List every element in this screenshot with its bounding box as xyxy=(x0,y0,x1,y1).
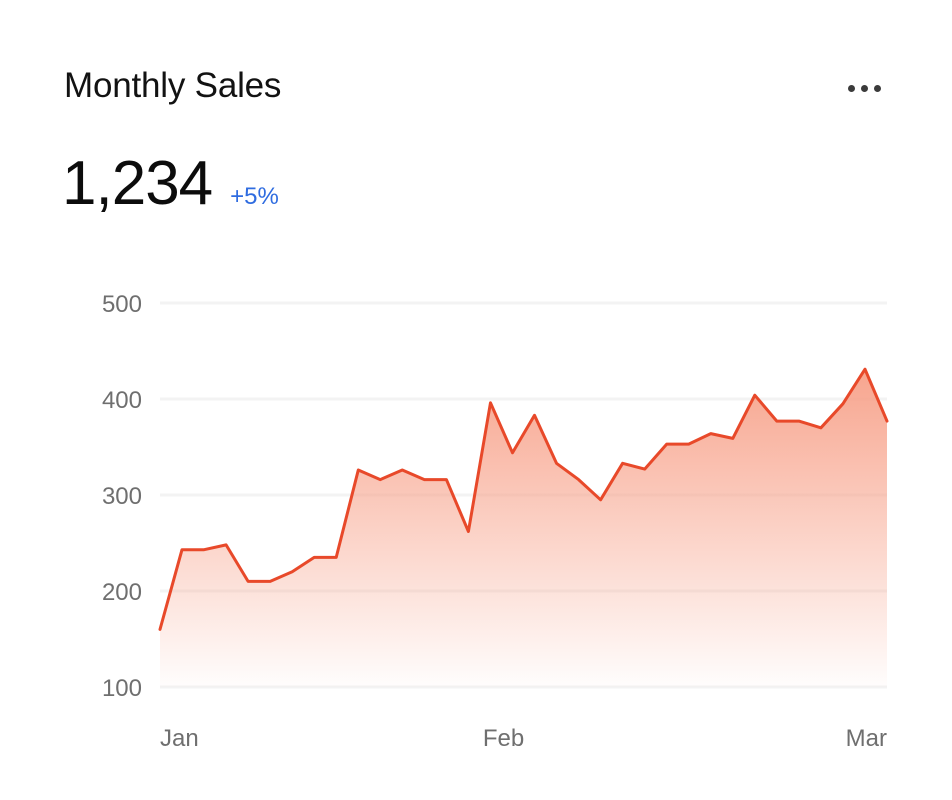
y-tick-label: 500 xyxy=(102,291,142,318)
x-tick-label: Feb xyxy=(483,725,524,752)
y-tick-label: 300 xyxy=(102,483,142,510)
summary-metric: 1,234 +5% xyxy=(62,148,279,219)
y-tick-label: 400 xyxy=(102,387,142,414)
more-horizontal-icon xyxy=(860,84,868,92)
y-tick-label: 100 xyxy=(102,675,142,702)
sales-series-line xyxy=(158,367,889,631)
sales-area-fill xyxy=(160,369,887,687)
more-options-button[interactable] xyxy=(836,74,892,102)
y-tick-label: 200 xyxy=(102,579,142,606)
x-tick-label: Mar xyxy=(846,725,887,752)
metric-value: 1,234 xyxy=(62,149,213,218)
metric-delta: +5% xyxy=(230,183,279,210)
more-horizontal-icon xyxy=(847,84,855,92)
card-title: Monthly Sales xyxy=(64,66,282,105)
more-horizontal-icon xyxy=(873,84,881,92)
x-tick-label: Jan xyxy=(160,725,199,752)
